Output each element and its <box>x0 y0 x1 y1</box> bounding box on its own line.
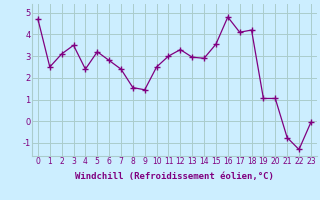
X-axis label: Windchill (Refroidissement éolien,°C): Windchill (Refroidissement éolien,°C) <box>75 172 274 181</box>
